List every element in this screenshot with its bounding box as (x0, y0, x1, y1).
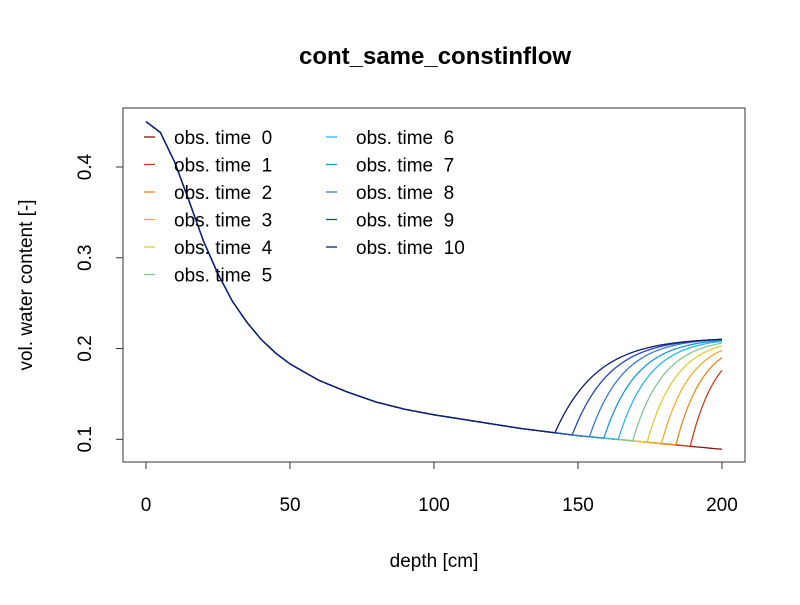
legend-label: obs. time 10 (356, 238, 465, 259)
legend: obs. time 0 obs. time 1 obs. time 2 obs. ti… (144, 128, 465, 287)
chart-title: cont_same_constinflow (299, 43, 571, 70)
x-tick-label: 100 (418, 495, 450, 516)
y-tick-label: 0.4 (75, 153, 96, 180)
legend-label: obs. time 9 (356, 211, 454, 232)
series-lines (145, 121, 723, 450)
x-tick-label: 50 (279, 495, 300, 516)
x-axis-label: depth [cm] (390, 551, 479, 572)
legend-label: obs. time 8 (356, 183, 454, 204)
legend-label: obs. time 3 (174, 211, 272, 232)
legend-label: obs. time 7 (356, 156, 454, 177)
x-tick-label: 200 (706, 495, 738, 516)
x-axis: 0 50 100 150 200 (141, 461, 738, 516)
y-tick-label: 0.1 (75, 426, 96, 452)
legend-label: obs. time 0 (174, 128, 272, 149)
legend-label: obs. time 5 (174, 266, 272, 287)
y-axis-label: vol. water content [-] (16, 199, 37, 370)
series-line-10 (145, 121, 722, 434)
y-tick-label: 0.3 (75, 245, 96, 271)
y-axis: 0.1 0.2 0.3 0.4 (75, 153, 124, 453)
legend-label: obs. time 1 (174, 156, 272, 177)
x-tick-label: 150 (562, 495, 594, 516)
legend-label: obs. time 2 (174, 183, 272, 204)
legend-label: obs. time 4 (174, 238, 273, 259)
legend-label: obs. time 6 (356, 128, 454, 149)
x-tick-label: 0 (141, 495, 152, 516)
y-tick-label: 0.2 (75, 335, 96, 361)
